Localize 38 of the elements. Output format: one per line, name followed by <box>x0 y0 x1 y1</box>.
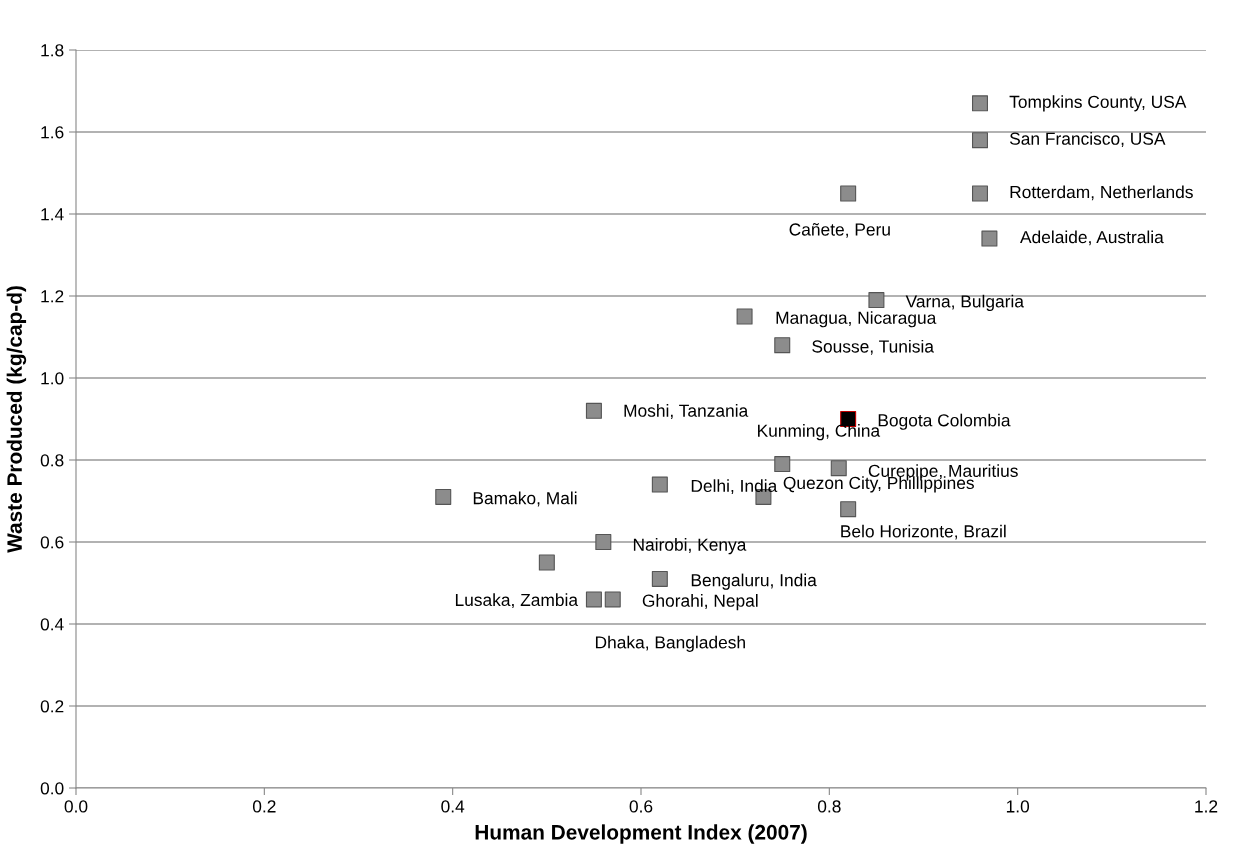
annotation: Managua, Nicaragua <box>776 311 937 328</box>
x-tick-label: 1.0 <box>1006 800 1030 813</box>
y-tick-label: 1.0 <box>41 372 64 385</box>
x-tick-label: 0.4 <box>441 800 465 813</box>
y-tick-label: 1.4 <box>41 208 64 221</box>
annotation: Delhi, India <box>691 479 778 495</box>
annotation: Belo Horizonte, Brazil <box>841 524 1006 540</box>
annotation: Varna, Bulgaria <box>905 294 1024 311</box>
y-tick-label: 0.8 <box>40 454 64 467</box>
annotation: Lusaka, Zambia <box>455 593 579 609</box>
annotation: Dhaka, Bangladesh <box>595 635 745 652</box>
y-tick-label: 0.2 <box>40 700 64 713</box>
x-tick-label: 0.2 <box>252 800 276 813</box>
annotation: Rotterdam, Netherlands <box>1010 185 1193 201</box>
annotation: Nairobi, Kenya <box>633 538 747 555</box>
y-tick-label: 1.2 <box>41 290 64 303</box>
annotation: Bengaluru, India <box>691 573 817 590</box>
y-tick-label: 1.8 <box>41 44 64 57</box>
annotation: San Francisco, USA <box>1009 132 1166 147</box>
x-tick-label: 0.6 <box>629 800 653 813</box>
annotation: Adelaide, Australia <box>1020 230 1164 246</box>
y-tick-label: 1.6 <box>41 126 64 139</box>
annotation: Tompkins County, USA <box>1009 95 1187 112</box>
annotation: Bogota Colombia <box>878 413 1011 430</box>
x-tick-label: 1.2 <box>1195 800 1218 813</box>
annotation: Ghorahi, Nepal <box>642 594 758 611</box>
x-tick-label: 0.8 <box>817 800 841 813</box>
annotation: Kunming, China <box>758 424 881 441</box>
y-axis-title: Waste Produced (kg/cap-d) <box>6 286 27 553</box>
annotation: Sousse, Tunisia <box>812 339 934 355</box>
annotation: Bamako, Mali <box>473 491 577 507</box>
y-tick-label: 0.6 <box>40 536 64 549</box>
annotation: Cañete, Peru <box>789 223 890 238</box>
x-axis-title: Human Development Index (2007) <box>475 824 807 844</box>
x-tick-label: 0.0 <box>64 800 88 813</box>
y-tick-label: 0.0 <box>40 782 64 795</box>
annotation: Moshi, Tanzania <box>624 404 749 419</box>
y-tick-label: 0.4 <box>40 618 64 631</box>
